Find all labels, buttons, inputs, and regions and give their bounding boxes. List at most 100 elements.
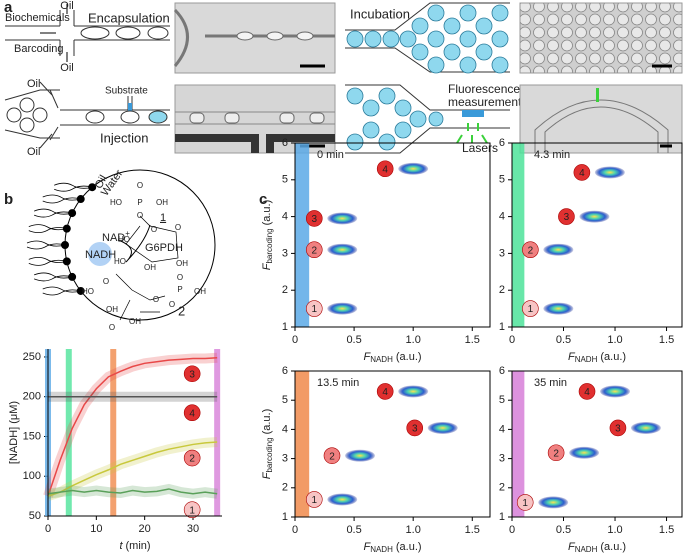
label: NADH bbox=[85, 249, 116, 261]
badge bbox=[376, 160, 394, 178]
chart-title: 13.5 min bbox=[317, 377, 359, 389]
y-tick-label: 2 bbox=[499, 284, 505, 296]
lipid-head bbox=[88, 183, 97, 192]
badge bbox=[305, 491, 323, 508]
badge-label: 1 bbox=[528, 304, 534, 315]
cluster bbox=[569, 446, 600, 459]
badge-label: 3 bbox=[311, 214, 317, 225]
label: Biochemicals bbox=[5, 12, 70, 24]
badge-label: 4 bbox=[382, 387, 388, 398]
y-tick-label: 250 bbox=[23, 351, 41, 363]
atom: O bbox=[137, 181, 143, 190]
bond bbox=[115, 215, 179, 321]
panel-label: a bbox=[4, 0, 13, 16]
axis-subscript: NADH bbox=[370, 545, 393, 554]
y-tick-label: 3 bbox=[499, 247, 505, 259]
frame bbox=[511, 370, 683, 518]
label: Fluorescence bbox=[448, 82, 520, 96]
series-line bbox=[47, 356, 218, 497]
badge bbox=[376, 383, 394, 400]
membrane-scheme bbox=[26, 169, 216, 321]
x-tick-label: 0.5 bbox=[556, 524, 571, 536]
y-tick-label: 5 bbox=[282, 394, 288, 406]
y-axis-label: [NADH] (μM) bbox=[8, 401, 20, 464]
axis-label: FNADH (a.u.) bbox=[568, 541, 626, 554]
axis-symbol: F bbox=[568, 541, 576, 553]
cluster bbox=[327, 493, 358, 506]
y-tick-label: 200 bbox=[23, 391, 41, 403]
lipid-tail bbox=[28, 256, 67, 266]
band bbox=[295, 371, 310, 517]
panel-label: b bbox=[4, 191, 13, 208]
axis-unit: (a.u.) bbox=[396, 541, 422, 553]
cluster bbox=[630, 421, 661, 434]
lipid-tail bbox=[26, 240, 66, 250]
micrograph bbox=[174, 84, 336, 154]
axis-label: FNADH (a.u.) bbox=[568, 351, 626, 364]
frame bbox=[294, 370, 491, 518]
axis-subscript: barcoding bbox=[265, 437, 274, 472]
badge bbox=[183, 365, 201, 383]
encapsulation-schematic bbox=[5, 4, 170, 62]
x-tick-label: 1.0 bbox=[607, 524, 622, 536]
axis-unit: (min) bbox=[126, 540, 151, 552]
atom: O bbox=[103, 277, 109, 286]
x-tick-label: 20 bbox=[139, 523, 151, 535]
y-tick-label: 1 bbox=[282, 321, 288, 333]
badge bbox=[183, 501, 201, 519]
axis-label: FNADH (a.u.) bbox=[363, 351, 421, 364]
axis-unit: (a.u.) bbox=[396, 351, 422, 363]
atom: O bbox=[169, 300, 175, 309]
chart-title: 4.3 min bbox=[534, 149, 570, 161]
axis-symbol: t bbox=[119, 540, 123, 552]
lipid-head bbox=[61, 241, 69, 249]
x-tick-label: 1.0 bbox=[406, 524, 421, 536]
series-line bbox=[47, 441, 218, 497]
label: Encapsulation bbox=[88, 10, 170, 25]
axis-symbol: F bbox=[568, 351, 576, 363]
atom: HO bbox=[114, 257, 126, 266]
y-tick-label: 3 bbox=[282, 247, 288, 259]
badge-label: 3 bbox=[564, 212, 570, 223]
lipid-tail bbox=[28, 224, 67, 234]
cluster bbox=[398, 162, 429, 175]
cluster bbox=[327, 243, 358, 256]
glow bbox=[88, 242, 112, 266]
axis-symbol: F bbox=[363, 351, 371, 363]
atom: HO bbox=[82, 287, 94, 296]
lipid-head bbox=[62, 257, 71, 266]
axis-subscript: NADH bbox=[575, 545, 598, 554]
lipid-tail bbox=[33, 272, 73, 282]
atom: HO bbox=[110, 198, 122, 207]
axis-unit: (a.u.) bbox=[600, 541, 626, 553]
badge-label: 1 bbox=[311, 495, 317, 506]
atom: O bbox=[137, 211, 143, 220]
atom: OH bbox=[106, 305, 118, 314]
x-tick-label: 10 bbox=[90, 523, 102, 535]
band bbox=[512, 371, 525, 517]
axis-symbol: F bbox=[261, 262, 273, 270]
cluster bbox=[600, 385, 631, 398]
badge-label: 4 bbox=[189, 408, 195, 419]
badge-label: 3 bbox=[615, 424, 621, 435]
measurement-schematic bbox=[345, 84, 510, 154]
lipid-head bbox=[68, 209, 77, 218]
time-marker bbox=[214, 349, 221, 516]
incubation-schematic bbox=[345, 2, 510, 74]
y-tick-label: 5 bbox=[499, 174, 505, 186]
cluster bbox=[327, 302, 358, 315]
micrograph bbox=[519, 84, 683, 154]
badge bbox=[323, 447, 341, 464]
y-tick-label: 100 bbox=[23, 470, 41, 482]
lipid-tail bbox=[33, 208, 73, 218]
x-tick-label: 1.0 bbox=[406, 334, 421, 346]
x-tick-label: 1.5 bbox=[465, 524, 480, 536]
y-tick-label: 50 bbox=[29, 510, 41, 522]
label: 1 bbox=[160, 212, 166, 224]
badge-label: 1 bbox=[522, 498, 528, 509]
cluster bbox=[398, 385, 429, 398]
badge-label: 4 bbox=[382, 164, 388, 175]
x-tick-label: 1.5 bbox=[659, 524, 674, 536]
badge-label: 1 bbox=[189, 505, 195, 516]
